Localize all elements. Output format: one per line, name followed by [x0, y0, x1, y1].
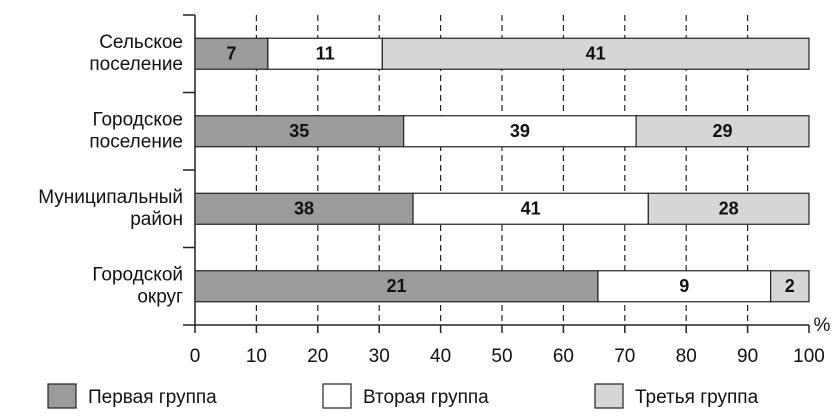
x-tick-label: 20 [307, 346, 328, 367]
x-tick-label: 100 [793, 346, 825, 367]
bar-segment [194, 37, 269, 70]
legend-label: Первая группа [88, 387, 217, 408]
bar-segment [381, 37, 810, 70]
bar-segment [647, 192, 810, 225]
value-label: 39 [510, 121, 530, 141]
bar-segment [635, 115, 810, 148]
bar-segment [194, 270, 599, 303]
y-tick-line: поселение [89, 54, 183, 75]
y-tick-line: район [130, 209, 183, 230]
value-label: 7 [226, 44, 236, 64]
x-tick-label: 10 [246, 346, 267, 367]
legend-label: Третья группа [635, 387, 759, 408]
value-label: 38 [294, 199, 314, 219]
value-label: 11 [316, 44, 335, 64]
legend-swatch [47, 383, 77, 409]
value-label: 29 [713, 121, 733, 141]
y-tick-line: Муниципальный [38, 187, 183, 208]
legend-swatch [322, 383, 352, 409]
y-tick-line: округ [137, 286, 183, 307]
bar-segment [267, 37, 383, 70]
x-tick-label: 90 [737, 346, 758, 367]
bar-segment [770, 270, 810, 303]
value-label: 9 [679, 276, 689, 296]
x-tick-label: 0 [190, 346, 201, 367]
legend-label: Вторая группа [363, 387, 489, 408]
y-tick-label: Городской округ [92, 264, 183, 307]
bar-segment [194, 192, 414, 225]
x-tick-label: 60 [553, 346, 574, 367]
y-tick-label: Муниципальный район [38, 187, 183, 230]
y-tick-label: Городское поселение [89, 109, 183, 152]
value-label: 41 [521, 199, 541, 219]
x-tick-label: 70 [614, 346, 635, 367]
x-tick-label: 40 [430, 346, 451, 367]
value-label: 28 [719, 199, 739, 219]
value-label: 35 [289, 121, 309, 141]
y-tick-label: Сельское поселение [89, 32, 183, 75]
value-label: 2 [785, 276, 795, 296]
bar-segment [412, 192, 649, 225]
y-tick-line: Городской [92, 264, 183, 285]
y-tick-line: поселение [89, 131, 183, 152]
bar-segment [194, 115, 405, 148]
legend-swatch [594, 383, 624, 409]
y-tick-line: Городское [92, 109, 183, 130]
value-label: 21 [386, 276, 406, 296]
y-tick-line: Сельское [99, 32, 183, 53]
x-axis-label: % [814, 315, 831, 336]
bar-segment [597, 270, 772, 303]
x-tick-label: 80 [676, 346, 697, 367]
x-tick-label: 50 [491, 346, 512, 367]
value-label: 41 [586, 44, 606, 64]
x-tick-label: 30 [369, 346, 390, 367]
